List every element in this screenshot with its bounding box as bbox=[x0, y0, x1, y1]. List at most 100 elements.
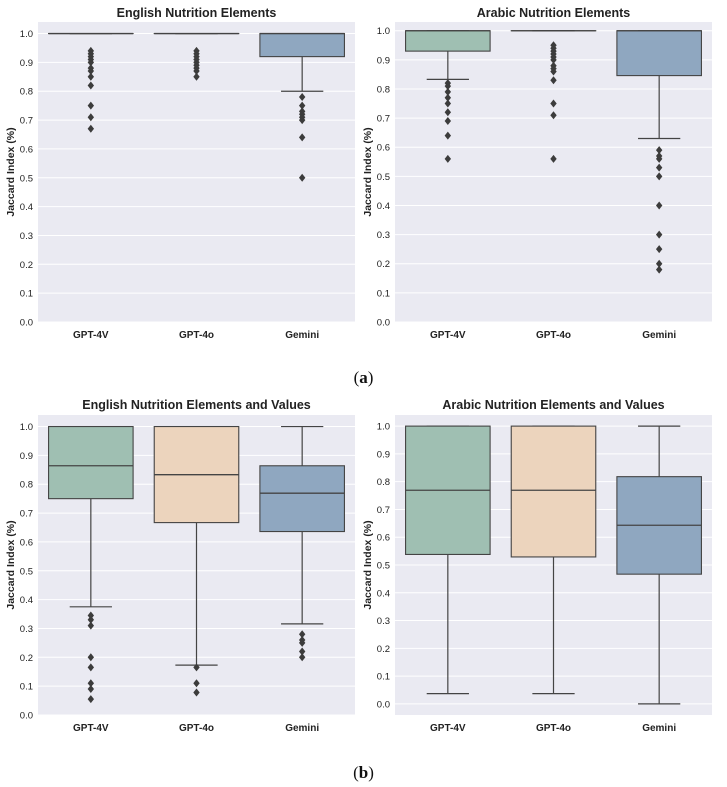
chart-arabic-elements-values: 0.0 0.1 0.2 0.3 0.4 0.5 0.6 0.7 0.8 0.9 1.0 Arabic … bbox=[362, 398, 712, 734]
y-tick-label: 0.3 bbox=[20, 624, 33, 635]
x-tick-label: GPT-4o bbox=[536, 723, 571, 734]
y-tick-label: 0.9 bbox=[377, 55, 390, 66]
box-body bbox=[259, 32, 345, 58]
y-tick-label: 0.8 bbox=[377, 84, 390, 95]
outlier-point bbox=[655, 154, 663, 163]
box-gpt-4o bbox=[510, 30, 597, 163]
y-tick-label: 0.3 bbox=[377, 616, 390, 627]
outlier-point bbox=[298, 133, 306, 142]
x-tick-label: Gemini bbox=[285, 723, 319, 734]
y-axis-label: Jaccard Index (%) bbox=[362, 127, 374, 216]
outlier-point bbox=[87, 679, 95, 688]
outlier-point bbox=[87, 58, 95, 67]
y-tick-label: 1.0 bbox=[377, 26, 390, 37]
y-tick-label: 0.1 bbox=[377, 288, 390, 299]
box-gpt-4v bbox=[405, 30, 491, 163]
box-gpt-4v bbox=[405, 425, 491, 695]
chart-english-elements: 0.0 0.1 0.2 0.3 0.4 0.5 0.6 0.7 0.8 0.9 1.0 English… bbox=[5, 6, 355, 341]
box-gpt-4o bbox=[510, 425, 597, 695]
outlier-point bbox=[444, 99, 452, 108]
outlier-point bbox=[444, 82, 452, 91]
y-tick-label: 0.0 bbox=[20, 318, 33, 329]
box-gemini bbox=[616, 425, 702, 705]
y-tick-label: 1.0 bbox=[377, 422, 390, 433]
y-tick-label: 0.7 bbox=[20, 509, 33, 520]
y-tick-label: 0.5 bbox=[20, 566, 33, 577]
outlier-point bbox=[550, 111, 557, 120]
y-tick-label: 0.9 bbox=[20, 58, 33, 69]
outlier-point bbox=[550, 76, 557, 85]
box-gpt-4o bbox=[153, 425, 240, 697]
y-tick-label: 0.4 bbox=[377, 588, 390, 599]
outlier-point bbox=[87, 653, 95, 662]
y-tick-label: 0.4 bbox=[20, 202, 33, 213]
outlier-point bbox=[298, 101, 306, 110]
chart-title: English Nutrition Elements bbox=[117, 6, 277, 20]
y-tick-label: 0.9 bbox=[377, 449, 390, 460]
chart-english-elements-values: 0.0 0.1 0.2 0.3 0.4 0.5 0.6 0.7 0.8 0.9 1.0 English… bbox=[5, 398, 355, 734]
outlier-point bbox=[87, 615, 95, 624]
x-tick-label: GPT-4V bbox=[73, 330, 109, 341]
y-tick-label: 0.1 bbox=[20, 682, 33, 693]
y-tick-label: 0.6 bbox=[20, 144, 33, 155]
outlier-point bbox=[298, 116, 306, 125]
outlier-point bbox=[87, 101, 95, 110]
box-gemini bbox=[259, 425, 345, 662]
outlier-point bbox=[550, 154, 557, 163]
y-tick-label: 0.0 bbox=[20, 711, 33, 722]
y-tick-label: 0.5 bbox=[20, 173, 33, 184]
outlier-point bbox=[87, 685, 95, 694]
outlier-point bbox=[193, 679, 200, 688]
outlier-point bbox=[87, 695, 95, 704]
chart-title: Arabic Nutrition Elements and Values bbox=[442, 398, 664, 412]
box-gemini bbox=[616, 30, 702, 274]
outlier-point bbox=[655, 230, 663, 239]
outlier-point bbox=[87, 124, 95, 133]
y-tick-label: 1.0 bbox=[20, 422, 33, 433]
outlier-point bbox=[298, 630, 306, 639]
chart-arabic-elements: 0.0 0.1 0.2 0.3 0.4 0.5 0.6 0.7 0.8 0.9 1.0 Arabic … bbox=[362, 6, 712, 341]
y-tick-label: 0.2 bbox=[377, 259, 390, 270]
chart-title: Arabic Nutrition Elements bbox=[477, 6, 631, 20]
box-gemini bbox=[259, 32, 345, 182]
x-tick-label: Gemini bbox=[285, 330, 319, 341]
outlier-point bbox=[444, 117, 452, 126]
x-tick-label: GPT-4o bbox=[179, 723, 214, 734]
outlier-point bbox=[87, 113, 95, 122]
y-tick-label: 0.4 bbox=[20, 595, 33, 606]
outlier-point bbox=[655, 245, 663, 254]
box-body bbox=[405, 30, 491, 52]
outlier-point bbox=[655, 146, 663, 155]
y-tick-label: 0.7 bbox=[377, 505, 390, 516]
outlier-point bbox=[298, 653, 306, 662]
box-body bbox=[616, 30, 702, 77]
outlier-point bbox=[298, 647, 306, 656]
box-body bbox=[48, 425, 134, 500]
box-gpt-4o bbox=[153, 32, 240, 81]
outlier-point bbox=[444, 93, 452, 102]
box-body bbox=[259, 465, 345, 533]
outlier-point bbox=[444, 87, 452, 96]
y-tick-label: 0.0 bbox=[377, 699, 390, 710]
outlier-point bbox=[298, 638, 306, 647]
outlier-point bbox=[298, 93, 306, 101]
y-tick-label: 0.2 bbox=[20, 653, 33, 664]
y-tick-label: 0.3 bbox=[377, 230, 390, 241]
outlier-point bbox=[444, 108, 452, 117]
outlier-point bbox=[655, 201, 663, 210]
y-tick-label: 0.6 bbox=[377, 533, 390, 544]
caption-a-label: a bbox=[359, 368, 368, 387]
outlier-point bbox=[444, 131, 452, 140]
y-tick-label: 0.7 bbox=[377, 114, 390, 125]
x-tick-label: GPT-4o bbox=[536, 330, 571, 341]
y-tick-label: 0.6 bbox=[20, 537, 33, 548]
box-gpt-4v bbox=[48, 32, 134, 133]
y-tick-label: 0.2 bbox=[20, 260, 33, 271]
y-tick-label: 0.0 bbox=[377, 318, 390, 329]
y-tick-label: 0.5 bbox=[377, 561, 390, 572]
outlier-point bbox=[87, 611, 95, 620]
y-tick-label: 0.1 bbox=[377, 672, 390, 683]
x-tick-label: GPT-4V bbox=[430, 723, 466, 734]
y-tick-label: 0.3 bbox=[20, 231, 33, 242]
